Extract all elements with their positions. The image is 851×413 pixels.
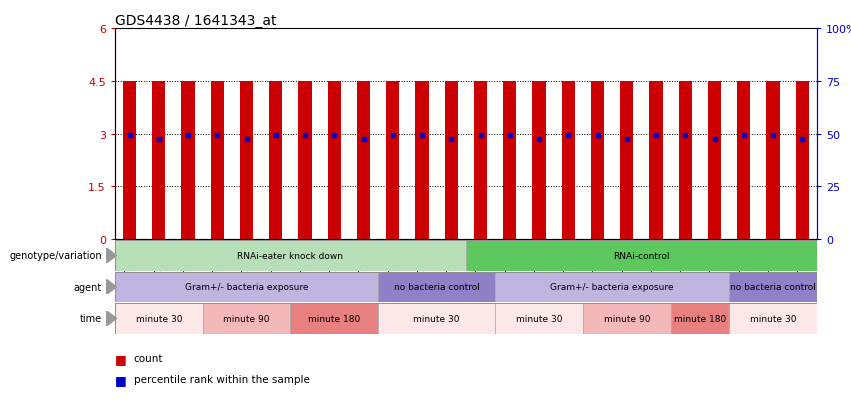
Text: agent: agent xyxy=(74,282,102,292)
Bar xyxy=(203,304,290,334)
Polygon shape xyxy=(106,248,117,263)
Text: minute 30: minute 30 xyxy=(750,314,797,323)
Bar xyxy=(671,304,729,334)
Text: minute 30: minute 30 xyxy=(414,314,460,323)
Bar xyxy=(357,82,370,240)
Bar xyxy=(737,82,751,240)
Text: minute 90: minute 90 xyxy=(603,314,650,323)
Bar xyxy=(299,82,311,240)
Bar xyxy=(211,82,224,240)
Text: count: count xyxy=(134,354,163,363)
Bar xyxy=(649,82,663,240)
Text: GDS4438 / 1641343_at: GDS4438 / 1641343_at xyxy=(115,14,277,28)
Bar xyxy=(378,272,495,302)
Bar xyxy=(495,304,583,334)
Text: minute 30: minute 30 xyxy=(516,314,563,323)
Text: no bacteria control: no bacteria control xyxy=(730,283,816,292)
Bar xyxy=(474,82,487,240)
Bar xyxy=(591,82,604,240)
Text: minute 180: minute 180 xyxy=(674,314,726,323)
Text: minute 180: minute 180 xyxy=(308,314,361,323)
Bar xyxy=(378,304,495,334)
Text: RNAi-control: RNAi-control xyxy=(614,252,670,260)
Text: genotype/variation: genotype/variation xyxy=(9,251,102,261)
Bar xyxy=(415,82,429,240)
Polygon shape xyxy=(106,311,117,326)
Bar xyxy=(767,82,780,240)
Bar xyxy=(152,82,165,240)
Text: minute 30: minute 30 xyxy=(135,314,182,323)
Bar xyxy=(115,272,378,302)
Text: ■: ■ xyxy=(115,373,127,386)
Text: no bacteria control: no bacteria control xyxy=(394,283,480,292)
Text: time: time xyxy=(80,313,102,324)
Bar xyxy=(466,241,817,271)
Text: minute 90: minute 90 xyxy=(223,314,270,323)
Bar xyxy=(386,82,399,240)
Text: ■: ■ xyxy=(115,352,127,365)
Bar xyxy=(729,272,817,302)
Bar xyxy=(115,304,203,334)
Bar xyxy=(115,241,466,271)
Bar xyxy=(503,82,517,240)
Polygon shape xyxy=(106,280,117,295)
Bar xyxy=(583,304,671,334)
Bar xyxy=(240,82,253,240)
Bar xyxy=(181,82,195,240)
Bar xyxy=(708,82,721,240)
Bar xyxy=(562,82,575,240)
Bar xyxy=(796,82,809,240)
Bar xyxy=(729,304,817,334)
Bar xyxy=(495,272,729,302)
Bar xyxy=(269,82,283,240)
Bar xyxy=(328,82,341,240)
Bar xyxy=(290,304,378,334)
Text: RNAi-eater knock down: RNAi-eater knock down xyxy=(237,252,344,260)
Text: Gram+/- bacteria exposure: Gram+/- bacteria exposure xyxy=(551,283,674,292)
Bar xyxy=(533,82,545,240)
Bar xyxy=(679,82,692,240)
Bar xyxy=(620,82,633,240)
Text: percentile rank within the sample: percentile rank within the sample xyxy=(134,374,310,384)
Bar xyxy=(445,82,458,240)
Bar xyxy=(123,82,136,240)
Text: Gram+/- bacteria exposure: Gram+/- bacteria exposure xyxy=(185,283,308,292)
